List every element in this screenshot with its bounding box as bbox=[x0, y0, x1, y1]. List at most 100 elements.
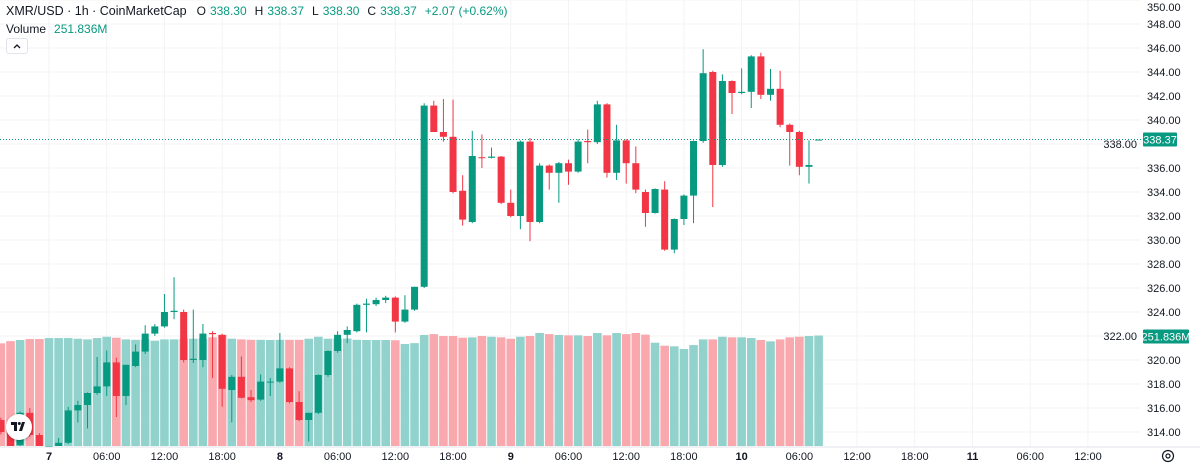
time-tick-label: 06:00 bbox=[324, 451, 352, 463]
volume-bar bbox=[410, 343, 419, 446]
candle-body bbox=[526, 141, 534, 222]
candle-body bbox=[488, 156, 496, 158]
candle-body bbox=[286, 368, 293, 402]
volume-bar bbox=[448, 335, 458, 446]
candle-body bbox=[334, 334, 342, 351]
candle-body bbox=[324, 351, 332, 375]
candle-body bbox=[257, 381, 265, 400]
chevron-up-icon bbox=[13, 44, 21, 49]
tradingview-logo[interactable] bbox=[6, 414, 32, 440]
volume-bar bbox=[564, 335, 573, 446]
candle-body bbox=[391, 297, 399, 322]
candle-body bbox=[680, 195, 688, 219]
candle-body bbox=[122, 364, 130, 396]
volume-bar bbox=[487, 336, 496, 446]
time-tick-label: 18:00 bbox=[208, 451, 236, 463]
volume-bar bbox=[708, 339, 718, 446]
time-tick-label: 11 bbox=[967, 451, 979, 463]
volume-bar bbox=[169, 339, 179, 446]
candle-body bbox=[776, 88, 784, 125]
volume-bar bbox=[150, 340, 160, 446]
volume-bar bbox=[641, 334, 650, 446]
volume-bar bbox=[516, 336, 525, 446]
candle-body bbox=[574, 141, 582, 172]
candle-body bbox=[160, 312, 168, 327]
candle-body bbox=[314, 375, 322, 413]
candle-body bbox=[651, 189, 659, 213]
volume-bar bbox=[756, 339, 766, 446]
volume-bar bbox=[573, 335, 583, 446]
volume-bar bbox=[198, 338, 208, 446]
candle-body bbox=[276, 368, 284, 382]
price-tick-label: 336.00 bbox=[1147, 163, 1181, 175]
candle-body bbox=[786, 124, 794, 132]
price-tick-label: 316.00 bbox=[1147, 403, 1181, 415]
candle-body bbox=[603, 104, 611, 173]
candle-body bbox=[401, 309, 409, 322]
gear-icon[interactable] bbox=[1161, 449, 1175, 463]
candle-body bbox=[199, 333, 207, 360]
volume-bar bbox=[689, 345, 698, 446]
volume-bar bbox=[439, 335, 448, 446]
symbol-title[interactable]: XMR/USD · 1h · CoinMarketCap bbox=[6, 4, 187, 18]
candle-body bbox=[584, 141, 592, 143]
candle-body bbox=[622, 140, 630, 164]
candle-body bbox=[353, 304, 361, 332]
price-tick-label: 338.00 bbox=[1103, 139, 1137, 151]
candle-body bbox=[709, 72, 717, 165]
volume-bar bbox=[15, 339, 25, 446]
candle-body bbox=[815, 139, 823, 141]
candle-body bbox=[738, 91, 746, 93]
time-tick-label: 06:00 bbox=[786, 451, 814, 463]
volume-bar bbox=[506, 338, 516, 446]
candle-body bbox=[0, 420, 5, 432]
volume-bar bbox=[698, 339, 708, 446]
volume-bar bbox=[371, 339, 381, 446]
candle-body bbox=[7, 432, 15, 446]
candle-body bbox=[564, 163, 572, 172]
volume-value: 251.836M bbox=[54, 22, 108, 36]
volume-bar bbox=[496, 337, 506, 446]
candle-body bbox=[439, 132, 447, 137]
candle-body bbox=[747, 56, 755, 92]
candle-body bbox=[35, 435, 43, 446]
candles bbox=[0, 49, 823, 447]
collapse-legend-button[interactable] bbox=[6, 38, 28, 54]
volume-bar bbox=[400, 343, 410, 446]
volume-bar bbox=[458, 337, 467, 446]
candle-body bbox=[430, 105, 438, 132]
volume-bar bbox=[660, 345, 669, 446]
candle-body bbox=[112, 362, 120, 396]
candle-body bbox=[180, 312, 188, 360]
volume-bar bbox=[602, 335, 612, 446]
candle-body bbox=[218, 334, 226, 389]
price-tick-label: 346.00 bbox=[1147, 43, 1181, 55]
candle-body bbox=[343, 330, 351, 335]
last-volume-tag: 251.836M bbox=[1142, 329, 1190, 344]
price-tick-label: 320.00 bbox=[1147, 355, 1181, 367]
low-label: L bbox=[312, 4, 319, 18]
candle-body bbox=[103, 362, 111, 387]
close-value: 338.37 bbox=[380, 4, 417, 18]
time-axis[interactable]: 7 06:00 12:00 18:00 8 06:00 12:00 18:00 9 06:00 12… bbox=[46, 451, 1102, 463]
candle-body bbox=[593, 104, 601, 143]
time-tick-label: 18:00 bbox=[439, 451, 467, 463]
price-tick-label: 326.00 bbox=[1147, 283, 1181, 295]
price-tick-label: 328.00 bbox=[1147, 259, 1181, 271]
volume-label[interactable]: Volume bbox=[6, 22, 47, 36]
last-price-tag: 338.37 bbox=[1143, 132, 1177, 147]
volume-bar bbox=[323, 338, 333, 446]
volume-bar bbox=[54, 338, 63, 446]
volume-bar bbox=[766, 341, 775, 446]
volume-bar bbox=[554, 334, 564, 446]
price-axis[interactable]: 314.00 316.00 318.00 320.00 322.00 324.00 326.… bbox=[1103, 2, 1180, 439]
volume-bar bbox=[208, 337, 217, 446]
volume-bar bbox=[333, 338, 342, 446]
candle-body bbox=[641, 192, 649, 213]
time-tick-label: 06:00 bbox=[555, 451, 583, 463]
time-tick-label: 7 bbox=[46, 451, 52, 463]
open-label: O bbox=[196, 4, 206, 18]
volume-bar bbox=[804, 335, 814, 446]
candle-body bbox=[670, 219, 678, 250]
